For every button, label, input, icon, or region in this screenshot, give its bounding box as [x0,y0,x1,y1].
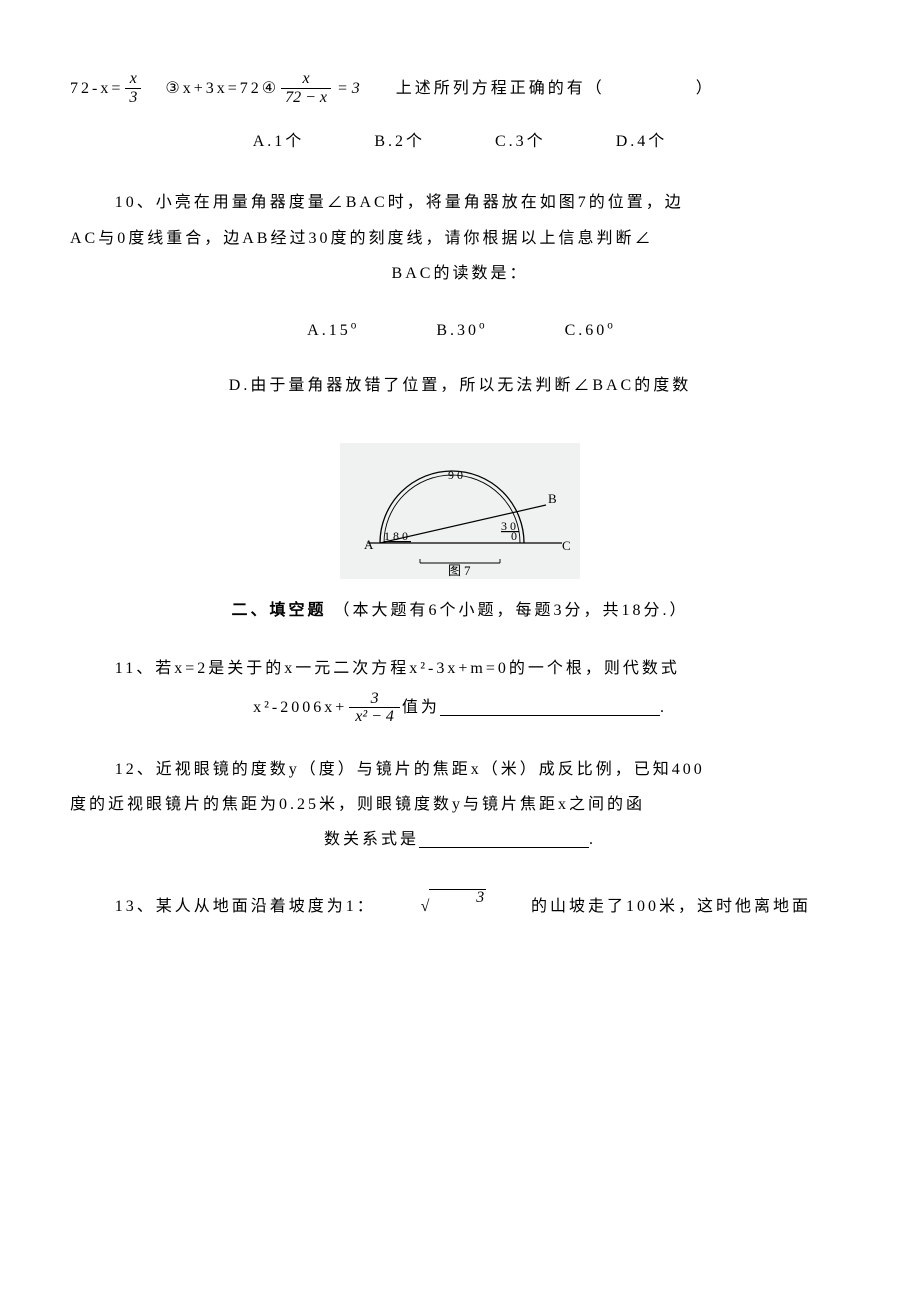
q9-choices: A.1个 B.2个 C.3个 D.4个 [70,124,850,159]
q10-choice-a: A.15o [307,313,356,348]
q11-text: 11、若x=2是关于的x一元二次方程x²-3x+m=0的一个根，则代数式 [70,651,850,686]
q13-sqrt: √3 [376,889,486,924]
protractor-svg: 90 180 30 0 A B C 图7 [340,443,580,579]
q10-choice-b: B.30o [436,313,484,348]
svg-text:C: C [562,538,574,553]
q10-choices-abc: A.15o B.30o C.60o [70,313,850,348]
q12-line3: 数关系式是 . [70,822,850,857]
svg-text:0: 0 [511,529,520,543]
q9-choice-a: A.1个 [253,124,305,159]
protractor-figure: 90 180 30 0 A B C 图7 [70,443,850,579]
q12-line2: 度的近视眼镜片的焦距为0.25米，则眼镜度数y与镜片焦距x之间的函 [70,787,850,822]
q11-expr-prefix: x²-2006x+ [253,690,347,725]
q9-fraction1: x 3 [125,70,141,106]
q10-choice-c: C.60o [565,313,613,348]
q12-line1: 12、近视眼镜的度数y（度）与镜片的焦距x（米）成反比例，已知400 [70,752,850,787]
q11-fraction: 3 x² − 4 [349,690,400,726]
q10-line2: AC与0度线重合，边AB经过30度的刻度线，请你根据以上信息判断∠ [70,221,850,256]
q9-tail-text: 上述所列方程正确的有（ [396,71,605,106]
q11-period: . [660,690,667,725]
svg-text:180: 180 [384,529,411,543]
q9-choice-b: B.2个 [374,124,425,159]
q13-line: 13、某人从地面沿着坡度为1： √3 的山坡走了100米，这时他离地面 [70,889,850,924]
q13-pre: 13、某人从地面沿着坡度为1： [70,889,376,924]
q9-choice-d: D.4个 [616,124,668,159]
svg-text:B: B [548,491,560,506]
q9-opt3-text: x+3x=72 [183,71,262,106]
q9-choice-c: C.3个 [495,124,546,159]
q9-fraction4: x 72 − x [281,70,331,106]
q11-expr: x²-2006x+ 3 x² − 4 值为 . [70,690,850,726]
svg-text:A: A [364,537,376,552]
q12-blank [419,831,589,848]
q9-opt4-label: ④ [262,71,279,106]
q9-frac4-eq: = 3 [337,71,360,106]
q10-line3: BAC的读数是： [70,256,850,291]
section2-title: 二、填空题 （本大题有6个小题，每题3分，共18分.） [70,593,850,628]
q9-remainder-line: 72-x= x 3 ③ x+3x=72 ④ x 72 − x = 3 上述所列方… [70,70,850,106]
q10-choice-d: D.由于量角器放错了位置，所以无法判断∠BAC的度数 [70,368,850,403]
q10-line1: 10、小亮在用量角器度量∠BAC时，将量角器放在如图7的位置，边 [70,185,850,220]
q9-prefix: 72-x= [70,71,123,106]
section2-title-rest: （本大题有6个小题，每题3分，共18分.） [334,602,689,619]
section2-title-bold: 二、填空题 [231,602,326,619]
q11-expr-suffix: 值为 [402,690,440,725]
q9-tail-close: ） [605,71,715,106]
q9-opt3-label: ③ [165,71,182,106]
q13-post: 的山坡走了100米，这时他离地面 [486,889,811,924]
q11-blank [440,699,660,716]
svg-text:90: 90 [448,468,466,482]
svg-text:图7: 图7 [448,563,474,578]
